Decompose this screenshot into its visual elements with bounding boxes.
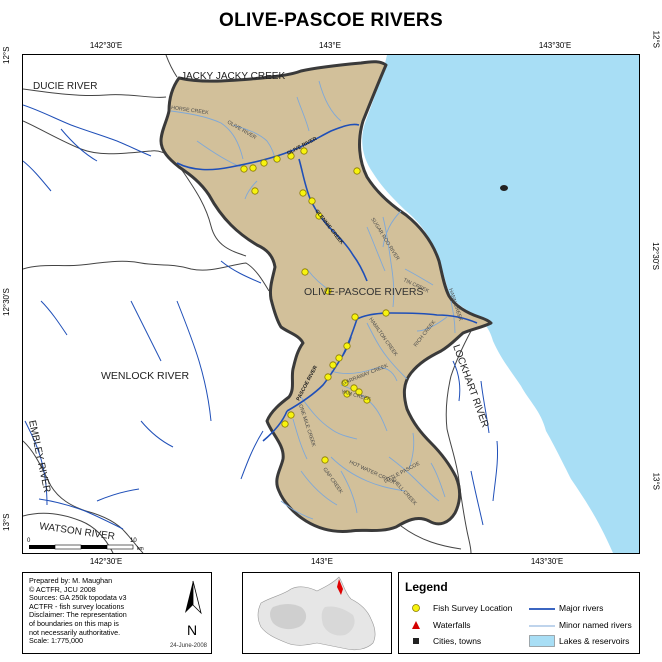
graticule-left-1: 12°S xyxy=(2,46,11,64)
map-canvas[interactable]: DUCIE RIVER JACKY JACKY CREEK WENLOCK RI… xyxy=(23,55,639,553)
legend-item-major-rivers: Major rivers xyxy=(559,603,604,613)
legend-title: Legend xyxy=(405,580,448,594)
inset-locator-map[interactable] xyxy=(242,572,392,654)
scale-bar-end: 10 xyxy=(130,538,137,544)
label-wenlock-river: WENLOCK RIVER xyxy=(101,370,190,382)
graticule-left-3: 13°S xyxy=(2,513,11,531)
credits-line: © ACTFR, JCU 2008 xyxy=(29,584,96,594)
map-title: OLIVE-PASCOE RIVERS xyxy=(219,10,443,31)
scale-bar-unit: km xyxy=(137,546,144,552)
label-lockhart-river: LOCKHART RIVER xyxy=(450,343,490,429)
graticule-right-3: 13°S xyxy=(651,472,660,490)
credits-line: ACTFR - fish survey locations xyxy=(29,601,125,611)
fish-survey-points[interactable] xyxy=(240,147,390,464)
legend-item-cities: Cities, towns xyxy=(433,636,482,646)
label-jacky-jacky-creek: JACKY JACKY CREEK xyxy=(181,71,285,82)
thick-blue-line-icon xyxy=(529,608,555,610)
label-olive-pascoe-rivers: OLIVE-PASCOE RIVERS xyxy=(304,286,423,298)
scale-bar: 0 10 km xyxy=(27,538,144,552)
north-arrow-icon: N xyxy=(185,580,202,638)
graticule-right-1: 12°S xyxy=(651,30,660,48)
graticule-top-3: 143°30'E xyxy=(538,41,572,50)
legend-item-minor-rivers: Minor named rivers xyxy=(559,620,632,630)
light-blue-rect-icon xyxy=(529,635,555,647)
locator-highlight-icon xyxy=(337,579,343,595)
credits-line: Disclaimer: The representation xyxy=(29,610,127,620)
red-triangle-icon xyxy=(412,621,420,629)
yellow-circle-icon xyxy=(412,604,420,612)
credits-line: not necessarily authoritative. xyxy=(29,627,121,637)
credits-line: of boundaries on this map is xyxy=(29,618,119,628)
north-label: N xyxy=(187,622,197,638)
label-ducie-river: DUCIE RIVER xyxy=(33,81,97,92)
black-square-icon xyxy=(413,638,419,644)
external-rivers xyxy=(23,104,498,530)
legend-item-waterfalls: Waterfalls xyxy=(433,620,471,630)
label-horse-creek: HORSE CREEK xyxy=(171,105,210,116)
credits-line: Sources: GA 250k topodata v3 xyxy=(29,593,127,603)
legend-box: Legend Fish Survey Location Major rivers… xyxy=(398,572,640,654)
map-frame[interactable]: DUCIE RIVER JACKY JACKY CREEK WENLOCK RI… xyxy=(22,54,640,554)
graticule-left-2: 12°30'S xyxy=(2,288,11,316)
legend-item-fish-survey: Fish Survey Location xyxy=(433,603,513,613)
graticule-bottom-3: 143°30'E xyxy=(530,557,564,566)
credits-date: 24-June-2008 xyxy=(169,643,207,650)
sea-area xyxy=(362,55,639,553)
credits-line: Prepared by: M. Maughan xyxy=(29,576,113,585)
graticule-top-1: 142°30'E xyxy=(89,41,123,50)
australia-locator xyxy=(257,576,376,651)
credits-box: Prepared by: M. Maughan © ACTFR, JCU 200… xyxy=(22,572,212,654)
minor-rivers xyxy=(170,80,456,520)
legend-item-lakes: Lakes & reservoirs xyxy=(559,636,630,646)
label-embley-river: EMBLEY RIVER xyxy=(26,419,52,493)
graticule-bottom-1: 142°30'E xyxy=(89,557,123,566)
label-watson-river: WATSON RIVER xyxy=(39,521,116,542)
island xyxy=(500,185,508,191)
graticule-top-2: 143°E xyxy=(319,41,341,50)
graticule-right-2: 12°30'S xyxy=(651,242,660,270)
thin-blue-line-icon xyxy=(529,625,555,627)
olive-pascoe-catchment[interactable] xyxy=(159,60,493,533)
scale-bar-start: 0 xyxy=(27,538,31,544)
credits-lines: Prepared by: M. Maughan © ACTFR, JCU 200… xyxy=(29,576,179,646)
credits-line: Scale: 1:775,000 xyxy=(29,636,83,646)
graticule-bottom-2: 143°E xyxy=(311,557,333,566)
